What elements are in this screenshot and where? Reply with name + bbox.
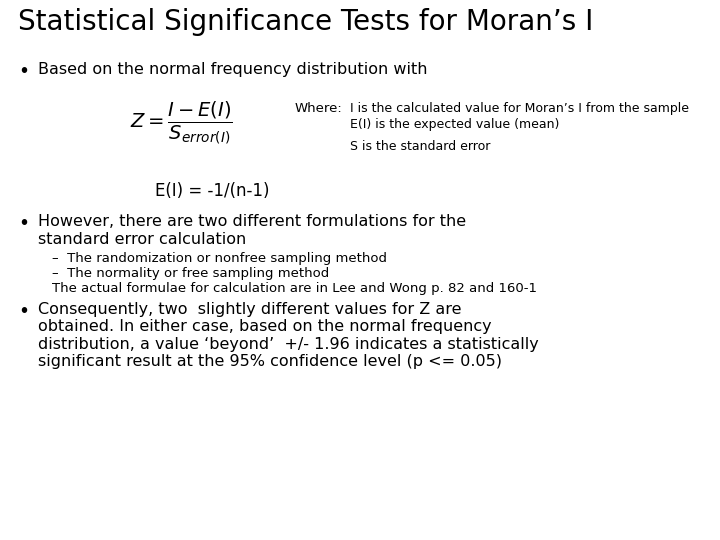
Text: standard error calculation: standard error calculation — [38, 232, 246, 247]
Text: E(I) = -1/(n-1): E(I) = -1/(n-1) — [155, 182, 269, 200]
Text: •: • — [18, 62, 29, 81]
Text: $Z = \dfrac{I - E(I)}{S_{error(I)}}$: $Z = \dfrac{I - E(I)}{S_{error(I)}}$ — [130, 100, 233, 146]
Text: Where:: Where: — [295, 102, 343, 115]
Text: S is the standard error: S is the standard error — [350, 140, 490, 153]
Text: However, there are two different formulations for the: However, there are two different formula… — [38, 214, 466, 229]
Text: –  The normality or free sampling method: – The normality or free sampling method — [52, 267, 329, 280]
Text: The actual formulae for calculation are in Lee and Wong p. 82 and 160-1: The actual formulae for calculation are … — [52, 282, 537, 295]
Text: –  The randomization or nonfree sampling method: – The randomization or nonfree sampling … — [52, 252, 387, 265]
Text: E(I) is the expected value (mean): E(I) is the expected value (mean) — [350, 118, 559, 131]
Text: I is the calculated value for Moran’s I from the sample: I is the calculated value for Moran’s I … — [350, 102, 689, 115]
Text: Consequently, two  slightly different values for Z are
obtained. In either case,: Consequently, two slightly different val… — [38, 302, 539, 369]
Text: Based on the normal frequency distribution with: Based on the normal frequency distributi… — [38, 62, 428, 77]
Text: Statistical Significance Tests for Moran’s I: Statistical Significance Tests for Moran… — [18, 8, 593, 36]
Text: •: • — [18, 214, 29, 233]
Text: •: • — [18, 302, 29, 321]
